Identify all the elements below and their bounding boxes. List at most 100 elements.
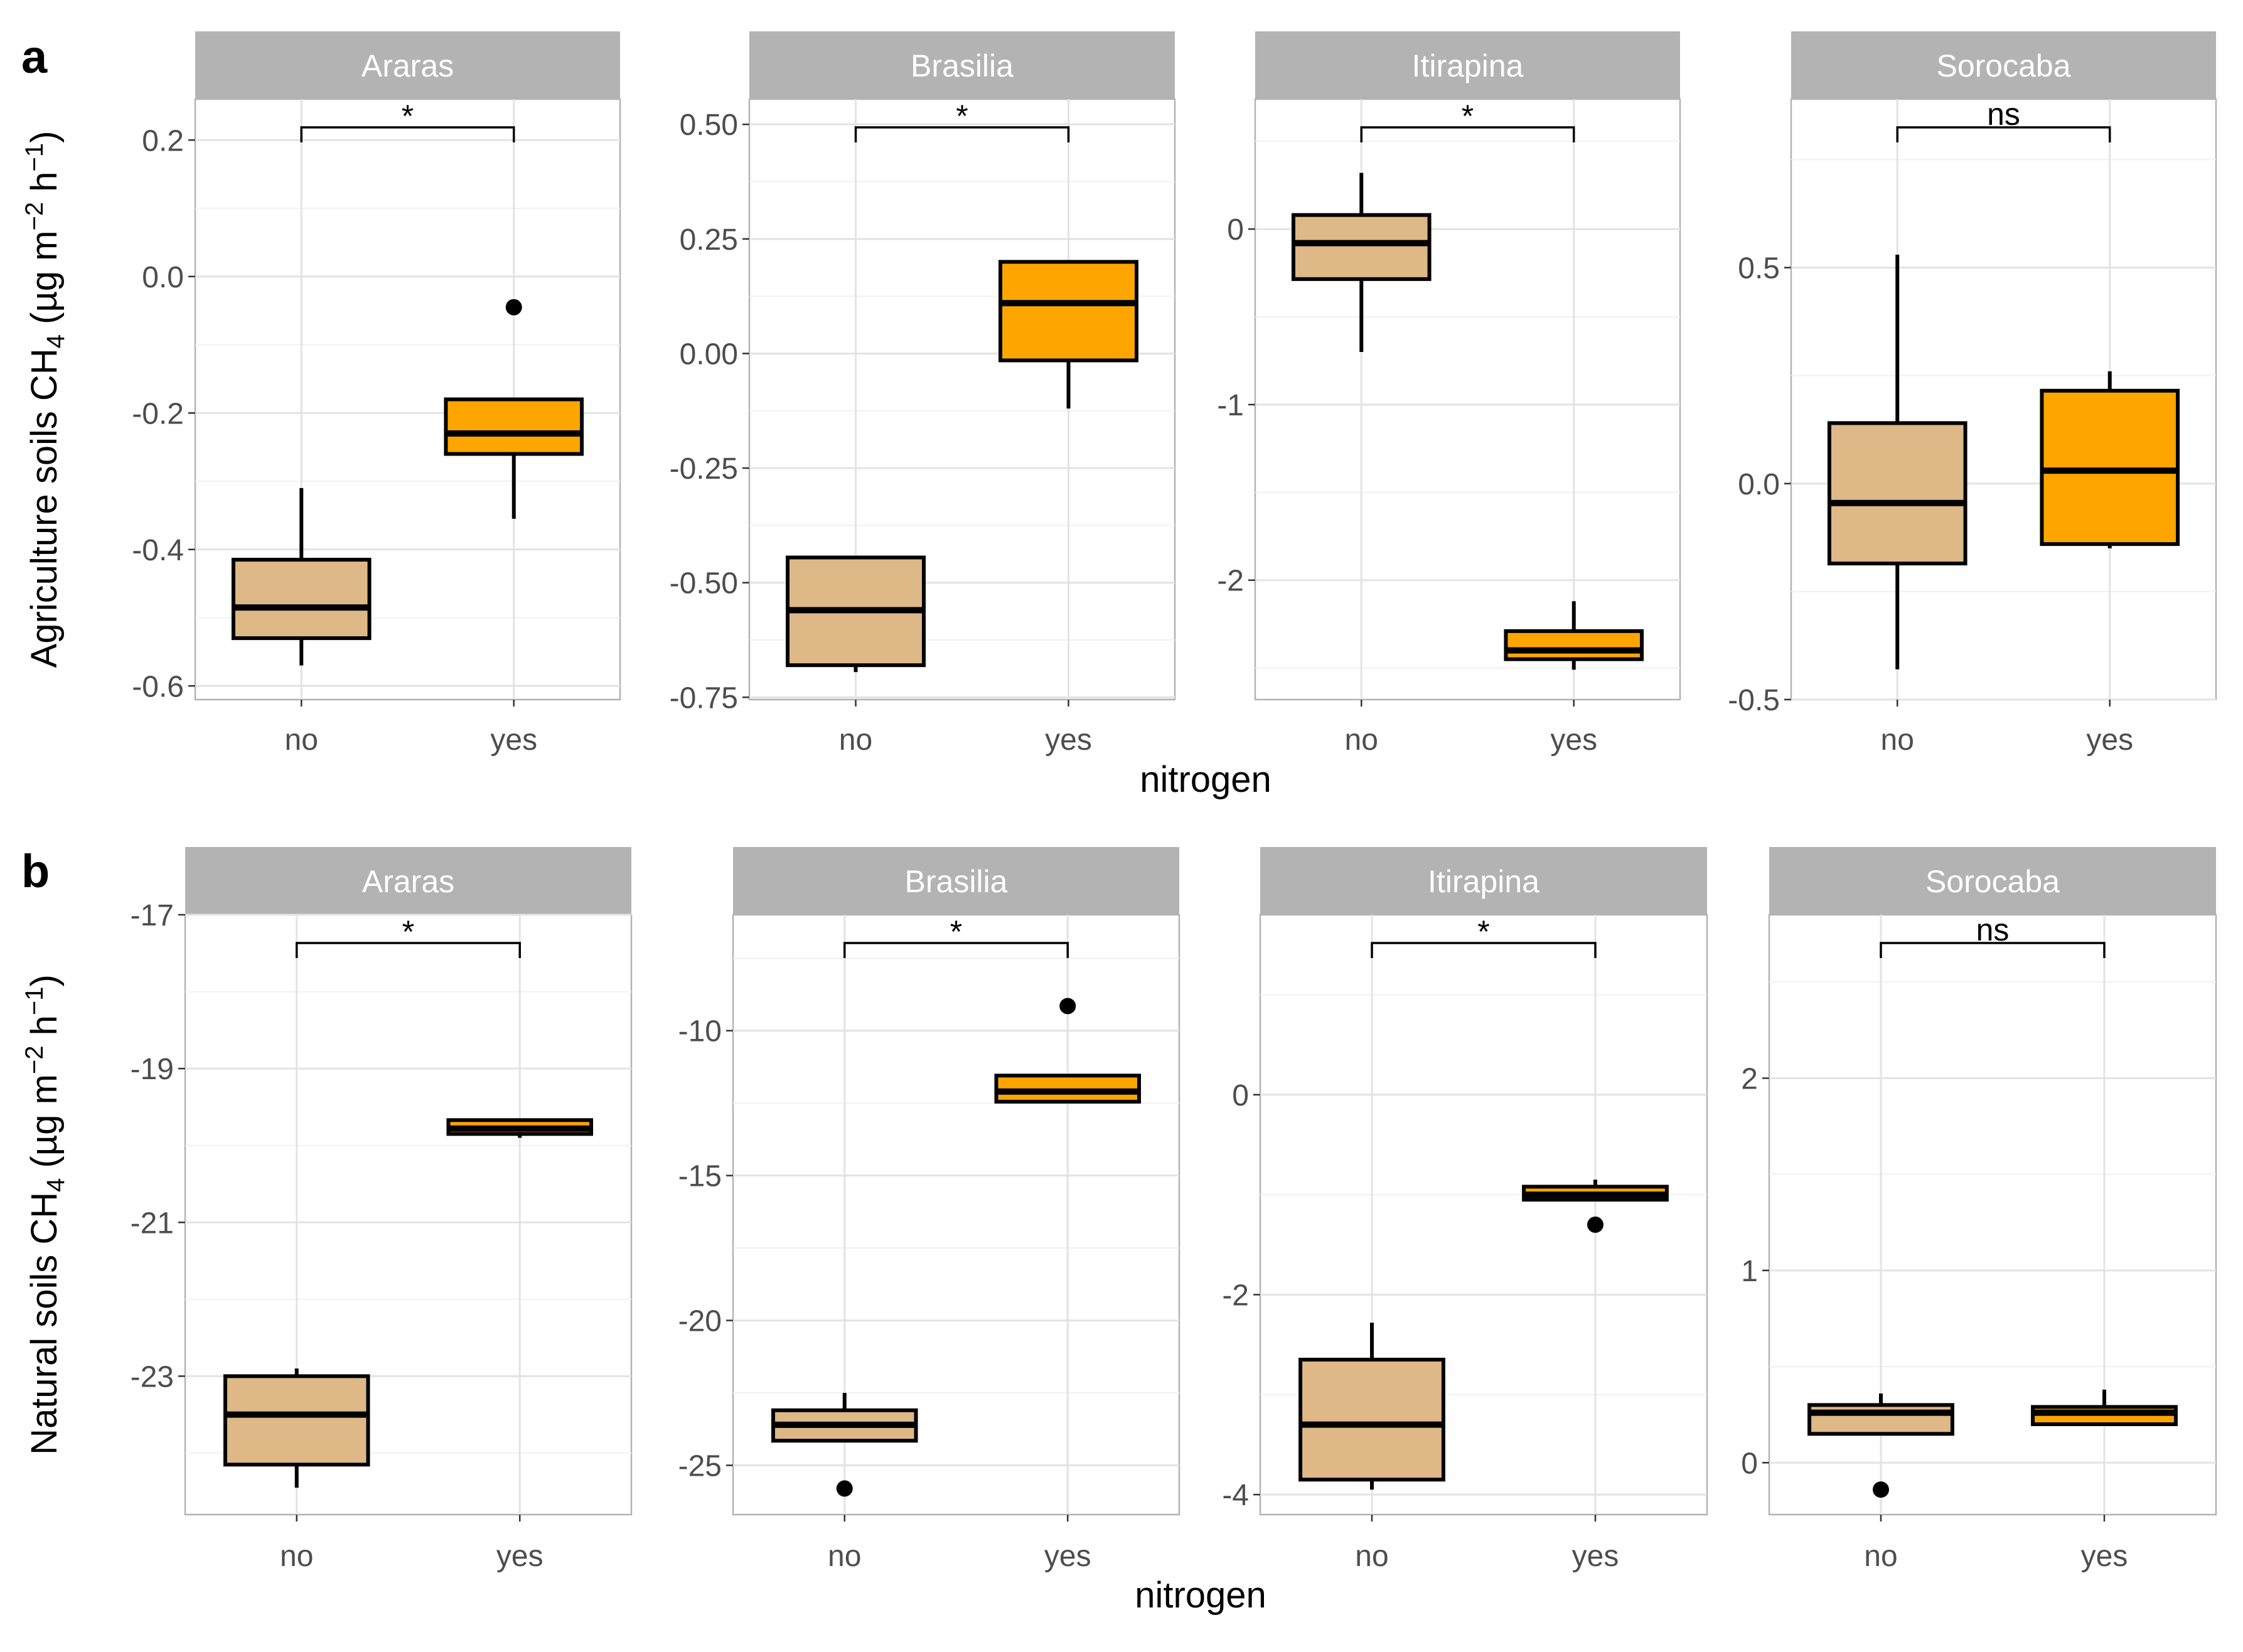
x-tick-label: yes (1550, 723, 1597, 757)
significance-bracket (300, 126, 515, 142)
box-iqr (1807, 1403, 1954, 1436)
boxplot-no (1291, 173, 1432, 352)
box-iqr (1827, 421, 1967, 566)
y-tick-label: -2 (1222, 1279, 1249, 1312)
facet-sorocaba: Sorocaba 0 1 2 no yes ns (1741, 847, 2217, 1573)
x-axis-title: nitrogen (1135, 1575, 1266, 1616)
box-iqr (444, 397, 584, 456)
facet-strip (1791, 31, 2216, 99)
panel-label: a (21, 31, 48, 83)
panel-background (1254, 98, 1681, 701)
boxplot-yes (2031, 1389, 2178, 1426)
outlier-point (1873, 1481, 1889, 1498)
y-tick-label: 0.0 (142, 261, 184, 294)
significance-label: * (950, 914, 962, 949)
boxplot-no (771, 1393, 918, 1497)
facet-title: Brasilia (911, 48, 1014, 83)
boxplot-yes (998, 260, 1138, 409)
boxplot-yes (1522, 1180, 1669, 1233)
facet-araras: Araras -23 -21 -19 -17 no yes * (131, 847, 633, 1573)
significance-bracket (296, 942, 521, 958)
boxplot-no (1298, 1323, 1445, 1490)
y-tick-label: -0.25 (670, 452, 738, 486)
boxplot-yes (994, 998, 1142, 1104)
significance-label: * (402, 914, 414, 949)
y-tick-label: -0.6 (132, 670, 184, 703)
y-tick-label: -0.5 (1728, 684, 1780, 717)
significance-label: * (402, 99, 414, 134)
x-tick-label: no (1355, 1540, 1388, 1573)
facet-itirapina: Itirapina -4 -2 0 no yes * (1222, 847, 1708, 1573)
significance-bracket (854, 126, 1070, 142)
x-tick-label: yes (490, 723, 537, 757)
y-tick-label: -15 (678, 1160, 722, 1193)
x-tick-label: no (839, 723, 872, 757)
y-tick-label: -10 (678, 1015, 722, 1048)
facet-brasilia: Brasilia -0.75 -0.50 -0.25 0.00 0.25 0.50 no yes… (670, 31, 1176, 757)
x-tick-label: no (280, 1540, 313, 1573)
x-tick-label: yes (496, 1540, 543, 1573)
x-tick-label: yes (1045, 723, 1092, 757)
facet-title: Sorocaba (1925, 864, 2060, 899)
y-tick-label: -25 (678, 1449, 722, 1483)
y-tick-label: 1 (1741, 1255, 1758, 1288)
significance-label: ns (1976, 912, 2010, 947)
y-tick-label: -19 (131, 1053, 174, 1086)
boxplot-no (223, 1368, 370, 1488)
x-tick-label: no (285, 723, 318, 757)
significance-bracket (1880, 942, 2106, 958)
facet-title: Itirapina (1428, 864, 1539, 899)
facet-title: Sorocaba (1936, 48, 2070, 83)
significance-bracket (843, 942, 1069, 958)
facet-strip (1260, 847, 1707, 915)
y-tick-label: -2 (1217, 565, 1244, 598)
y-tick-label: -17 (131, 899, 174, 932)
y-tick-label: -21 (131, 1207, 174, 1240)
box-iqr (1504, 629, 1644, 661)
box-iqr (223, 1374, 370, 1467)
y-tick-label: 0.50 (680, 109, 738, 142)
y-tick-label: -0.2 (132, 397, 184, 430)
x-tick-label: yes (1044, 1540, 1091, 1573)
y-tick-label: 2 (1741, 1062, 1758, 1095)
significance-label: * (956, 99, 968, 134)
boxplot-no (1807, 1393, 1954, 1498)
y-tick-label: -0.50 (670, 567, 738, 600)
y-tick-label: -0.75 (670, 681, 738, 715)
facet-title: Brasilia (905, 864, 1008, 899)
boxplot-no (1827, 254, 1967, 669)
box-iqr (998, 260, 1138, 363)
x-tick-label: yes (2081, 1540, 2128, 1573)
facet-itirapina: Itirapina -2 -1 0 no yes * (1217, 31, 1681, 757)
y-axis-title: Agriculture soils CH4 (µg m−2 h−1) (21, 131, 70, 668)
boxplot-no (786, 555, 926, 673)
panel-label: b (21, 845, 50, 897)
boxplot-yes (2040, 371, 2180, 549)
facet-strip (733, 847, 1179, 915)
facet-strip (1769, 847, 2216, 915)
facet-sorocaba: Sorocaba -0.5 0.0 0.5 no yes ns (1728, 31, 2217, 757)
y-axis-title: Natural soils CH4 (µg m−2 h−1) (21, 974, 70, 1455)
y-tick-label: 0 (1227, 213, 1244, 247)
y-tick-label: 0.2 (142, 124, 184, 157)
significance-bracket (1896, 126, 2111, 142)
boxplot-no (231, 488, 372, 666)
facet-strip (749, 31, 1175, 99)
outlier-point (836, 1480, 853, 1497)
outlier-point (505, 299, 522, 316)
box-iqr (231, 558, 372, 641)
x-axis-title: nitrogen (1140, 759, 1271, 800)
x-tick-label: yes (1572, 1540, 1619, 1573)
y-tick-label: 0 (1232, 1079, 1249, 1112)
facet-title: Araras (362, 864, 454, 899)
row-a: a Agriculture soils CH4 (µg m−2 h−1) nitro… (21, 31, 2217, 800)
y-tick-label: 0.5 (1738, 252, 1780, 285)
significance-label: ns (1987, 97, 2020, 132)
box-iqr (2040, 388, 2180, 546)
x-tick-label: no (828, 1540, 861, 1573)
boxplot-yes (444, 299, 584, 519)
x-tick-label: yes (2086, 723, 2133, 757)
facet-araras: Araras -0.6 -0.4 -0.2 0.0 0.2 no yes * (132, 31, 621, 757)
significance-label: * (1462, 99, 1474, 134)
